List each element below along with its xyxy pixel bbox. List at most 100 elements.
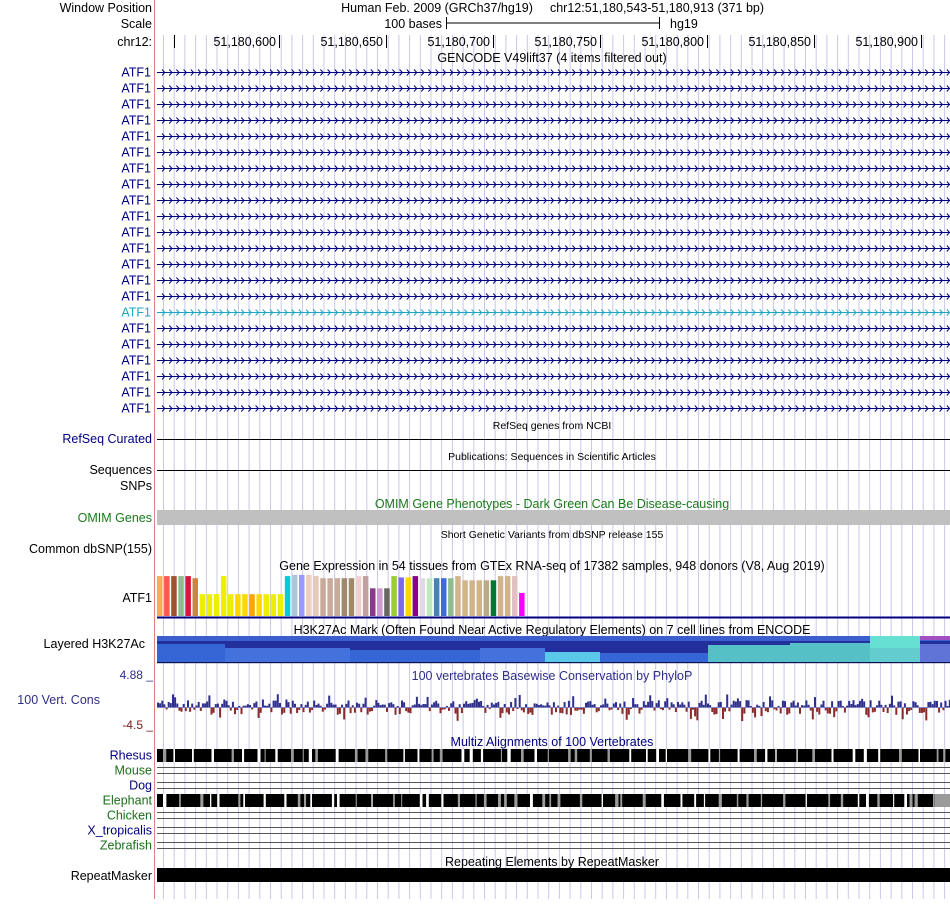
gencode-row-label[interactable]: ATF1 [121, 402, 151, 416]
gtex-tissue-bar[interactable] [171, 576, 177, 616]
gtex-tissue-bar[interactable] [377, 588, 383, 616]
gtex-tissue-bar[interactable] [384, 588, 390, 616]
gencode-row-label[interactable]: ATF1 [121, 178, 151, 192]
multiz-alignments[interactable]: RhesusMouseDogElephantChickenX_tropicali… [87, 749, 950, 853]
multiz-species-label[interactable]: X_tropicalis [87, 824, 152, 838]
phylop-conservation-graph[interactable] [157, 694, 950, 722]
gencode-row-label[interactable]: ATF1 [121, 146, 151, 160]
gtex-tissue-bar[interactable] [306, 574, 312, 616]
gtex-tissue-bar[interactable] [362, 576, 369, 616]
gtex-track-label[interactable]: ATF1 [122, 591, 152, 605]
multiz-species-label[interactable]: Mouse [114, 764, 152, 778]
gtex-tissue-bar[interactable] [334, 578, 341, 616]
repeatmasker-element-bar[interactable] [157, 868, 950, 882]
gtex-tissue-bar[interactable] [433, 578, 440, 616]
gtex-tissue-bar[interactable] [462, 580, 468, 616]
gtex-tissue-bar[interactable] [291, 574, 298, 616]
gtex-tissue-bar[interactable] [476, 580, 483, 616]
gtex-tissue-bar[interactable] [228, 594, 234, 616]
multiz-species-label[interactable]: Zebrafish [100, 839, 152, 853]
gtex-tissue-bar[interactable] [263, 594, 270, 616]
gencode-row-label[interactable]: ATF1 [121, 162, 151, 176]
gencode-row-label[interactable]: ATF1 [121, 130, 151, 144]
refseq-track-label[interactable]: RefSeq Curated [62, 432, 152, 446]
multiz-species-label[interactable]: Rhesus [110, 749, 152, 763]
multiz-species-label[interactable]: Chicken [107, 809, 152, 823]
gtex-tissue-bar[interactable] [398, 577, 404, 616]
gtex-tissue-bar[interactable] [504, 576, 511, 616]
gtex-tissue-bar[interactable] [178, 576, 184, 616]
gencode-row-label[interactable]: ATF1 [121, 370, 151, 384]
gencode-row-label[interactable]: ATF1 [121, 242, 151, 256]
gtex-tissue-bar[interactable] [519, 592, 525, 616]
phylop-negative-bar [595, 708, 598, 713]
gtex-tissue-bar[interactable] [256, 594, 262, 616]
gtex-tissue-bar[interactable] [270, 594, 277, 616]
gtex-tissue-bar[interactable] [299, 574, 305, 616]
gtex-tissue-bar[interactable] [426, 578, 433, 616]
gencode-row-label[interactable]: ATF1 [121, 66, 151, 80]
gencode-row-label[interactable]: ATF1 [121, 386, 151, 400]
gtex-tissue-bar[interactable] [497, 576, 504, 616]
gtex-tissue-bar[interactable] [391, 576, 397, 616]
gtex-tissue-bar[interactable] [220, 576, 227, 616]
gencode-row-label[interactable]: ATF1 [121, 306, 151, 320]
gtex-tissue-bar[interactable] [249, 594, 255, 616]
gtex-tissue-bar[interactable] [348, 578, 355, 616]
gtex-tissue-bar[interactable] [490, 580, 497, 616]
gtex-tissue-bar[interactable] [235, 594, 241, 616]
gencode-row-label[interactable]: ATF1 [121, 194, 151, 208]
gtex-tissue-bar[interactable] [355, 576, 362, 616]
gtex-tissue-bar[interactable] [192, 578, 199, 616]
gencode-row-label[interactable]: ATF1 [121, 98, 151, 112]
gtex-tissue-bar[interactable] [320, 578, 326, 616]
omim-gene-bar[interactable] [157, 510, 950, 525]
dbsnp-track-label[interactable]: Common dbSNP(155) [29, 542, 152, 556]
gencode-row-label[interactable]: ATF1 [121, 82, 151, 96]
gtex-tissue-bar[interactable] [405, 577, 412, 616]
gtex-tissue-bar[interactable] [185, 576, 191, 616]
gtex-tissue-bar[interactable] [313, 576, 319, 616]
gtex-tissue-bar[interactable] [483, 580, 490, 616]
h3k27ac-track-label[interactable]: Layered H3K27Ac [44, 637, 145, 651]
gtex-tissue-bar[interactable] [206, 594, 213, 616]
gtex-tissue-bar[interactable] [412, 576, 419, 616]
gtex-expression-bars[interactable] [157, 574, 525, 616]
gtex-tissue-bar[interactable] [419, 578, 426, 616]
gtex-tissue-bar[interactable] [370, 588, 376, 616]
h3k27ac-signal-layers[interactable] [157, 636, 950, 664]
publications-track-label[interactable]: Sequences [89, 463, 152, 477]
gtex-tissue-bar[interactable] [284, 576, 291, 616]
gtex-tissue-bar[interactable] [341, 578, 348, 616]
gencode-row-label[interactable]: ATF1 [121, 290, 151, 304]
gtex-tissue-bar[interactable] [199, 594, 206, 616]
gtex-tissue-bar[interactable] [242, 594, 248, 616]
gencode-row-label[interactable]: ATF1 [121, 226, 151, 240]
gencode-row-label[interactable]: ATF1 [121, 354, 151, 368]
gencode-row-label[interactable]: ATF1 [121, 338, 151, 352]
gtex-tissue-bar[interactable] [157, 576, 163, 616]
conservation-track-label[interactable]: 100 Vert. Cons [17, 693, 100, 707]
gencode-row-label[interactable]: ATF1 [121, 210, 151, 224]
repeatmasker-track-label[interactable]: RepeatMasker [71, 869, 152, 883]
gtex-tissue-bar[interactable] [213, 594, 220, 616]
gencode-track[interactable]: ATF1 ATF1 ATF1 ATF1 ATF1 ATF1 ATF1 ATF1 ATF1 ATF1… [121, 66, 950, 416]
gtex-tissue-bar[interactable] [469, 580, 475, 616]
multiz-alignment-block[interactable] [157, 794, 950, 807]
gtex-tissue-bar[interactable] [441, 578, 447, 616]
multiz-species-label[interactable]: Dog [129, 779, 152, 793]
gtex-tissue-bar[interactable] [164, 576, 170, 616]
gtex-tissue-bar[interactable] [277, 594, 284, 616]
multiz-species-label[interactable]: Elephant [103, 794, 153, 808]
gtex-tissue-bar[interactable] [448, 578, 454, 616]
gencode-row-label[interactable]: ATF1 [121, 258, 151, 272]
gencode-row-label[interactable]: ATF1 [121, 322, 151, 336]
omim-track-label[interactable]: OMIM Genes [78, 511, 152, 525]
gencode-row-label[interactable]: ATF1 [121, 114, 151, 128]
gtex-tissue-bar[interactable] [327, 578, 333, 616]
gtex-tissue-bar[interactable] [455, 576, 461, 616]
gencode-row-label[interactable]: ATF1 [121, 274, 151, 288]
gtex-tissue-bar[interactable] [512, 576, 518, 616]
